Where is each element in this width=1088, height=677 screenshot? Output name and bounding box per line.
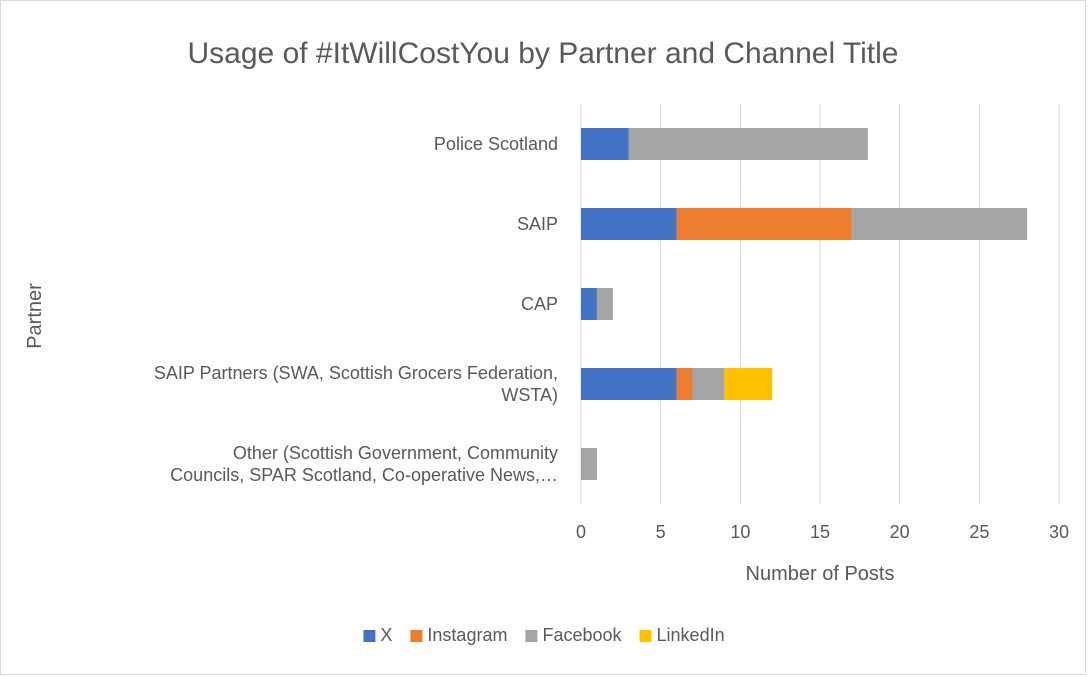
x-axis-ticks: 0 5 10 15 20 25 30 <box>576 522 1069 542</box>
bar-x-0 <box>581 128 629 160</box>
category-label: CAP <box>521 294 558 314</box>
legend-swatch <box>410 630 423 642</box>
legend-label: LinkedIn <box>657 625 725 645</box>
bars <box>581 128 1028 480</box>
category-label: SAIP Partners (SWA, Scottish Grocers Fed… <box>154 363 558 405</box>
legend-swatch <box>525 630 538 642</box>
legend-label: Instagram <box>427 625 507 645</box>
x-tick-label: 25 <box>969 522 989 542</box>
legend-swatch <box>363 630 376 642</box>
x-tick-label: 5 <box>656 522 666 542</box>
x-tick-label: 15 <box>810 522 830 542</box>
legend-label: Facebook <box>542 625 622 645</box>
bar-facebook-1 <box>851 208 1028 240</box>
bar-facebook-0 <box>628 128 868 160</box>
bar-instagram-1 <box>676 208 852 240</box>
y-axis-title: Partner <box>24 283 46 349</box>
x-tick-label: 30 <box>1049 522 1069 542</box>
chart-title: Usage of #ItWillCostYou by Partner and C… <box>188 37 899 70</box>
x-tick-label: 10 <box>730 522 750 542</box>
bar-facebook-4 <box>581 448 597 480</box>
legend-swatch <box>639 630 652 642</box>
category-label: Other (Scottish Government, Community Cou… <box>170 443 558 485</box>
category-label: SAIP <box>517 214 558 234</box>
legend-item-instagram: Instagram <box>410 625 507 645</box>
x-axis-title: Number of Posts <box>746 563 895 585</box>
bar-facebook-2 <box>596 288 613 320</box>
legend-item-facebook: Facebook <box>525 625 623 645</box>
bar-instagram-3 <box>676 368 693 400</box>
bar-facebook-3 <box>692 368 725 400</box>
category-labels: Police Scotland SAIP CAP SAIP Partners (SWA… <box>154 134 558 485</box>
bar-x-2 <box>581 288 597 320</box>
x-tick-label: 20 <box>890 522 910 542</box>
legend: X Instagram Facebook LinkedIn <box>363 625 725 645</box>
legend-item-linkedin: LinkedIn <box>639 625 725 645</box>
legend-item-x: X <box>363 625 392 645</box>
bar-x-3 <box>581 368 677 400</box>
bar-linkedin-3 <box>724 368 773 400</box>
gridlines <box>580 104 1060 504</box>
x-tick-label: 0 <box>576 522 586 542</box>
legend-label: X <box>380 625 392 645</box>
category-label: Police Scotland <box>434 134 558 154</box>
bar-x-1 <box>581 208 677 240</box>
